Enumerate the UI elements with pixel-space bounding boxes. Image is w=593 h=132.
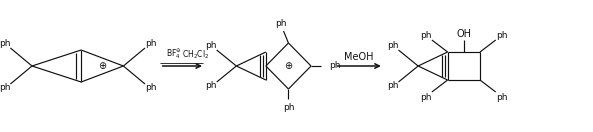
Text: $\mathrm{CH_2Cl_2}$: $\mathrm{CH_2Cl_2}$ [182, 48, 209, 61]
Text: ph: ph [283, 103, 294, 112]
Text: OH: OH [456, 29, 471, 39]
Text: ph: ph [387, 81, 398, 91]
Text: ph: ph [0, 84, 10, 93]
Text: ph: ph [205, 81, 216, 91]
Text: ph: ph [329, 62, 340, 70]
Text: ph: ph [205, 41, 216, 51]
Text: MeOH: MeOH [345, 52, 374, 62]
Text: ph: ph [496, 30, 508, 39]
Text: ph: ph [420, 93, 432, 102]
Text: ph: ph [496, 93, 508, 102]
Text: ph: ph [0, 39, 10, 48]
Text: ph: ph [145, 39, 157, 48]
Text: ⊕: ⊕ [98, 61, 106, 71]
Text: ph: ph [275, 20, 286, 29]
Text: ph: ph [387, 41, 398, 51]
Text: ph: ph [420, 30, 432, 39]
Text: $\mathrm{BF_4^{\ominus}}$: $\mathrm{BF_4^{\ominus}}$ [165, 47, 181, 61]
Text: ph: ph [145, 84, 157, 93]
Text: ⊕: ⊕ [285, 61, 292, 71]
